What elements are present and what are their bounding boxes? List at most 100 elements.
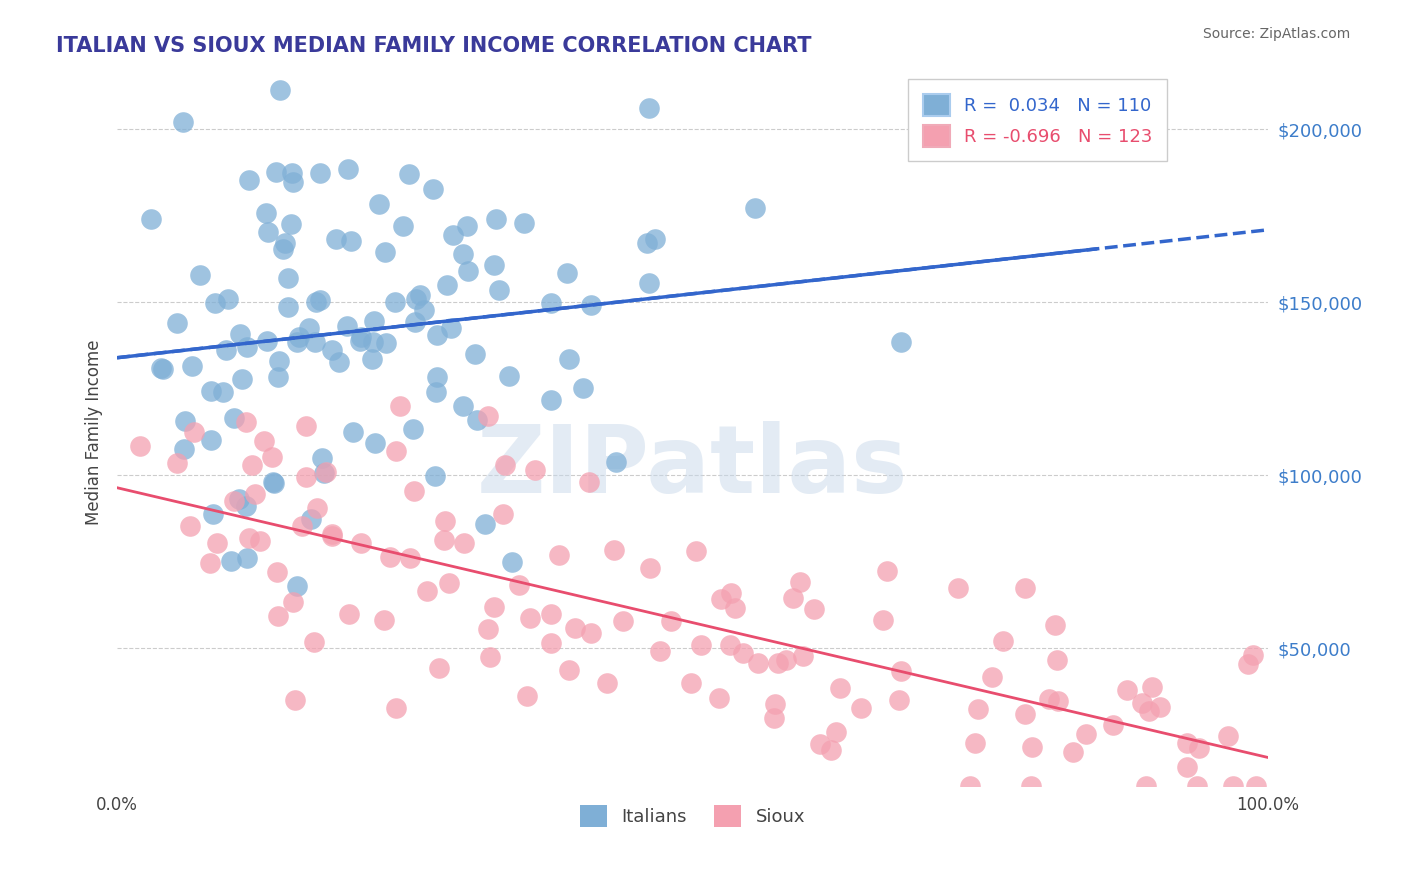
Italians xyxy=(264,165,287,179)
Italians xyxy=(238,172,260,186)
Italians xyxy=(557,351,579,366)
Sioux xyxy=(295,470,318,484)
Italians xyxy=(235,499,257,513)
Italians xyxy=(139,212,162,227)
Sioux xyxy=(1014,581,1036,595)
Sioux xyxy=(578,475,600,489)
Sioux xyxy=(824,725,846,739)
Sioux xyxy=(243,487,266,501)
Sioux xyxy=(315,465,337,479)
Sioux xyxy=(198,556,221,570)
Italians xyxy=(236,551,259,566)
Sioux xyxy=(477,623,499,637)
Sioux xyxy=(1046,694,1069,708)
Italians xyxy=(555,266,578,280)
Text: ZIPatlas: ZIPatlas xyxy=(477,421,908,514)
Sioux xyxy=(747,657,769,671)
Sioux xyxy=(267,609,290,624)
Sioux xyxy=(1149,700,1171,714)
Y-axis label: Median Family Income: Median Family Income xyxy=(86,339,103,524)
Sioux xyxy=(959,780,981,794)
Sioux xyxy=(249,533,271,548)
Legend: Italians, Sioux: Italians, Sioux xyxy=(572,797,813,834)
Sioux xyxy=(763,697,786,711)
Italians xyxy=(262,475,284,489)
Italians xyxy=(405,292,427,306)
Italians xyxy=(384,294,406,309)
Sioux xyxy=(1137,704,1160,718)
Sioux xyxy=(763,711,786,725)
Italians xyxy=(361,352,384,367)
Italians xyxy=(309,293,332,307)
Sioux xyxy=(482,600,505,615)
Sioux xyxy=(524,463,547,477)
Italians xyxy=(257,225,280,239)
Italians xyxy=(464,347,486,361)
Sioux xyxy=(183,425,205,439)
Sioux xyxy=(389,399,412,413)
Italians xyxy=(579,298,602,312)
Italians xyxy=(304,335,326,350)
Italians xyxy=(305,295,328,310)
Sioux xyxy=(434,514,457,528)
Italians xyxy=(281,175,304,189)
Italians xyxy=(211,384,233,399)
Italians xyxy=(200,384,222,398)
Italians xyxy=(426,369,449,384)
Sioux xyxy=(478,649,501,664)
Italians xyxy=(441,227,464,242)
Sioux xyxy=(540,607,562,621)
Italians xyxy=(571,381,593,395)
Sioux xyxy=(238,532,260,546)
Sioux xyxy=(1046,653,1069,667)
Italians xyxy=(309,166,332,180)
Sioux xyxy=(416,583,439,598)
Italians xyxy=(267,370,290,384)
Sioux xyxy=(849,701,872,715)
Italians xyxy=(229,326,252,341)
Sioux xyxy=(1216,729,1239,743)
Italians xyxy=(263,475,285,490)
Italians xyxy=(273,242,295,256)
Sioux xyxy=(291,519,314,533)
Italians xyxy=(269,83,291,97)
Sioux xyxy=(718,638,741,652)
Italians xyxy=(451,247,474,261)
Italians xyxy=(188,268,211,282)
Sioux xyxy=(564,620,586,634)
Italians xyxy=(350,330,373,344)
Italians xyxy=(457,264,479,278)
Sioux xyxy=(828,681,851,695)
Italians xyxy=(174,414,197,428)
Sioux xyxy=(429,661,451,675)
Italians xyxy=(498,368,520,383)
Italians xyxy=(402,422,425,436)
Italians xyxy=(277,300,299,314)
Italians xyxy=(363,314,385,328)
Sioux xyxy=(789,574,811,589)
Text: Source: ZipAtlas.com: Source: ZipAtlas.com xyxy=(1202,27,1350,41)
Italians xyxy=(204,295,226,310)
Italians xyxy=(325,232,347,246)
Italians xyxy=(409,288,432,302)
Italians xyxy=(299,512,322,526)
Sioux xyxy=(439,575,461,590)
Sioux xyxy=(1135,780,1157,794)
Italians xyxy=(890,335,912,350)
Italians xyxy=(349,334,371,348)
Italians xyxy=(422,182,444,196)
Sioux xyxy=(321,529,343,543)
Italians xyxy=(425,327,447,342)
Italians xyxy=(215,343,238,357)
Sioux xyxy=(981,670,1004,684)
Sioux xyxy=(792,648,814,663)
Italians xyxy=(256,205,278,219)
Italians xyxy=(425,384,447,399)
Sioux xyxy=(720,586,742,600)
Italians xyxy=(200,433,222,447)
Sioux xyxy=(508,578,530,592)
Sioux xyxy=(1038,692,1060,706)
Sioux xyxy=(402,484,425,499)
Sioux xyxy=(240,458,263,473)
Sioux xyxy=(477,409,499,423)
